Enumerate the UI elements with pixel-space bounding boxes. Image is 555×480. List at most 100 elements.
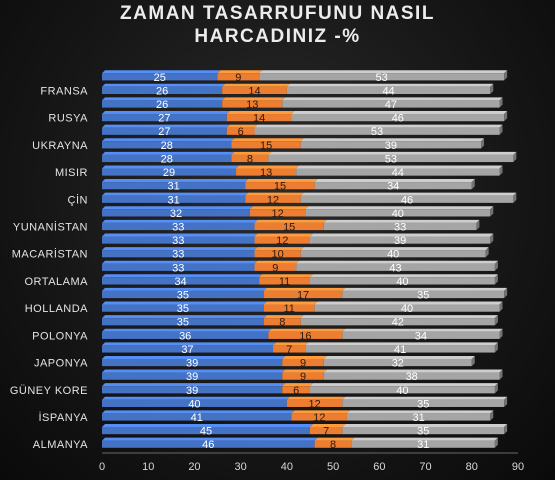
bar-side-s2-r10 — [499, 301, 503, 312]
bar-top-s2-r16 — [323, 219, 480, 223]
data-label-s0-r26: 26 — [156, 85, 168, 97]
bar-top-s1-r6 — [282, 355, 327, 359]
bar-s0-r13 — [102, 263, 255, 271]
bar-s2-r15 — [310, 236, 491, 244]
bar-top-s0-r14 — [102, 247, 258, 251]
bar-top-s2-r1 — [342, 423, 508, 427]
bar-top-s2-r4 — [310, 383, 498, 387]
bar-top-s1-r12 — [259, 274, 313, 278]
bar-s2-r0 — [351, 440, 495, 448]
data-label-s1-r14: 10 — [272, 249, 284, 261]
category-label-r26: FRANSA — [40, 85, 88, 97]
data-label-s1-r27: 9 — [235, 72, 241, 84]
bar-side-s2-r3 — [504, 396, 508, 407]
data-label-s0-r0: 46 — [202, 439, 214, 451]
bar-top-s2-r5 — [323, 369, 503, 373]
bar-top-s1-r18 — [245, 192, 304, 196]
bar-top-s2-r14 — [300, 247, 489, 251]
data-label-s1-r25: 13 — [246, 99, 258, 111]
data-label-s0-r16: 33 — [172, 221, 184, 233]
data-label-s0-r2: 41 — [191, 412, 203, 424]
bar-top-s0-r16 — [102, 219, 258, 223]
bar-top-s0-r13 — [102, 260, 258, 264]
data-label-s1-r6: 9 — [300, 358, 306, 370]
bar-s1-r3 — [286, 399, 343, 407]
bar-side-s2-r24 — [504, 111, 508, 122]
bar-side-s2-r12 — [494, 274, 498, 285]
data-label-s2-r13: 43 — [389, 262, 401, 274]
bar-top-s2-r3 — [342, 396, 508, 400]
x-tick-label-3: 30 — [235, 461, 247, 473]
bar-side-s2-r18 — [513, 192, 517, 203]
data-label-s0-r5: 39 — [186, 371, 198, 383]
x-tick-label-0: 0 — [99, 461, 105, 473]
data-label-s0-r13: 33 — [172, 262, 184, 274]
bar-top-s2-r2 — [346, 410, 494, 414]
bar-top-s1-r3 — [286, 396, 346, 400]
bar-top-s0-r18 — [102, 192, 249, 196]
bar-top-s1-r9 — [263, 315, 304, 319]
bar-top-s1-r19 — [245, 179, 318, 183]
data-label-s1-r15: 12 — [276, 235, 288, 247]
category-label-r12: ORTALAMA — [25, 276, 89, 288]
category-label-r18: ÇİN — [68, 193, 88, 206]
data-label-s0-r23: 27 — [158, 126, 170, 138]
bar-side-s2-r15 — [490, 233, 494, 244]
bar-side-s2-r0 — [494, 437, 498, 448]
data-label-s0-r10: 35 — [177, 303, 189, 315]
bar-top-s2-r22 — [300, 138, 485, 142]
data-label-s2-r1: 35 — [417, 426, 429, 438]
data-label-s1-r4: 6 — [293, 385, 299, 397]
data-label-s1-r0: 8 — [330, 439, 336, 451]
data-label-s2-r15: 39 — [394, 235, 406, 247]
bar-s0-r3 — [102, 399, 287, 407]
data-label-s2-r7: 41 — [394, 344, 406, 356]
x-tick-label-1: 10 — [142, 461, 154, 473]
data-label-s2-r24: 46 — [392, 113, 404, 125]
bar-top-s1-r26 — [222, 83, 290, 87]
bar-s0-r18 — [102, 195, 246, 203]
bar-side-s2-r1 — [504, 423, 508, 435]
bar-s0-r1 — [102, 426, 310, 435]
chart-title: ZAMAN TASARRUFUNU NASIL HARCADINIZ -% — [0, 2, 555, 48]
data-label-s2-r11: 35 — [417, 290, 429, 302]
data-label-s2-r8: 34 — [415, 330, 427, 342]
bar-top-s0-r25 — [102, 97, 226, 101]
data-label-s1-r16: 15 — [283, 221, 295, 233]
data-label-s1-r2: 12 — [313, 412, 325, 424]
bar-s1-r19 — [245, 182, 315, 190]
data-label-s2-r26: 44 — [382, 85, 394, 97]
category-label-r2: İSPANYA — [38, 411, 88, 424]
category-label-r22: UKRAYNA — [32, 140, 88, 152]
bar-top-s1-r15 — [254, 233, 313, 237]
bar-s2-r10 — [314, 304, 500, 312]
data-label-s1-r12: 11 — [279, 276, 290, 288]
bar-s1-r12 — [259, 277, 310, 285]
bar-s0-r16 — [102, 222, 255, 231]
bar-top-s0-r3 — [102, 396, 290, 400]
bar-s1-r1 — [310, 426, 343, 435]
bar-side-s2-r9 — [494, 315, 498, 326]
data-label-s2-r4: 40 — [396, 385, 408, 397]
data-label-s0-r25: 26 — [156, 99, 168, 111]
bar-side-s2-r21 — [513, 151, 517, 163]
bar-s1-r7 — [273, 345, 306, 353]
bar-s1-r22 — [231, 141, 301, 149]
x-tick-label-4: 40 — [281, 461, 293, 473]
bar-side-s2-r23 — [499, 124, 503, 135]
bar-s1-r10 — [263, 304, 315, 312]
category-label-r16: YUNANİSTAN — [13, 220, 88, 233]
bar-side-s2-r20 — [499, 165, 503, 176]
bar-top-s2-r13 — [296, 260, 498, 264]
bar-top-s1-r24 — [226, 111, 295, 115]
bar-top-s2-r15 — [310, 233, 494, 237]
bar-top-s2-r17 — [305, 206, 494, 210]
data-label-s2-r19: 34 — [387, 181, 399, 193]
bar-top-s1-r21 — [231, 151, 272, 155]
bar-s2-r8 — [342, 331, 500, 339]
category-label-r24: RUSYA — [48, 113, 88, 125]
bar-side-s2-r5 — [499, 369, 503, 380]
data-label-s2-r23: 53 — [371, 126, 383, 138]
data-label-s2-r10: 40 — [401, 303, 413, 315]
